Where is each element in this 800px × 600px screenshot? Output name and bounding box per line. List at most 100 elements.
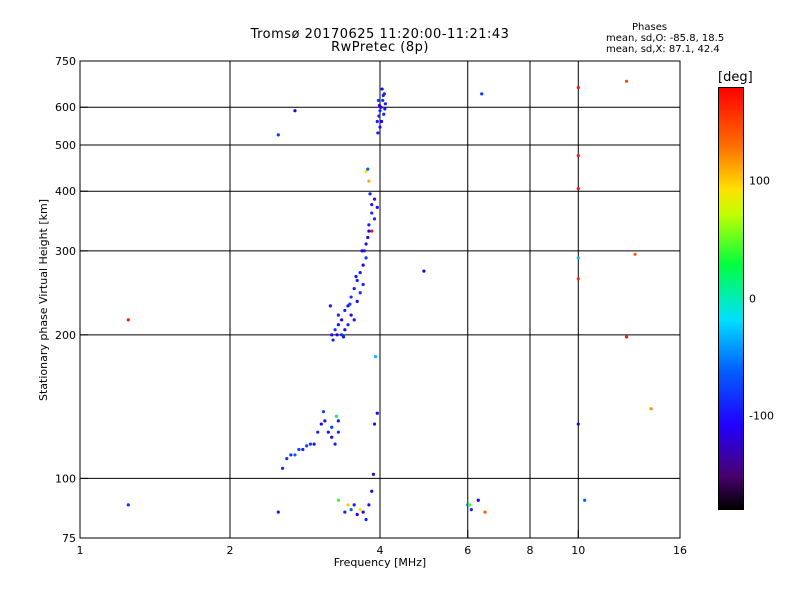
echo-point-3: [280, 466, 285, 470]
echo-point-41: [364, 169, 368, 174]
echo-point-112: [583, 498, 587, 502]
x-tick-label-4: 4: [377, 544, 384, 557]
echo-point-11: [305, 444, 309, 448]
echo-point-108: [576, 187, 580, 191]
echo-point-79: [354, 274, 358, 279]
echo-point-34: [367, 503, 371, 507]
echo-point-68: [366, 235, 370, 240]
x-tick-label-1: 1: [77, 544, 84, 557]
x-tick-label-16: 16: [673, 544, 687, 557]
echo-point-107: [576, 154, 580, 158]
echo-point-6: [285, 457, 289, 461]
echo-point-8: [293, 453, 297, 457]
echo-point-85: [378, 109, 382, 113]
echo-point-49: [340, 318, 344, 322]
y-tick-label-300: 300: [55, 245, 76, 258]
echo-point-23: [336, 430, 340, 434]
echo-point-58: [352, 318, 356, 322]
echo-point-113: [624, 79, 629, 83]
echo-point-104: [480, 92, 484, 96]
echo-point-32: [361, 510, 365, 514]
echo-point-37: [372, 422, 377, 426]
y-tick-label-500: 500: [55, 139, 76, 152]
echo-point-51: [343, 308, 347, 313]
echo-point-84: [377, 114, 381, 118]
echo-point-105: [467, 503, 472, 507]
echo-point-96: [383, 107, 387, 111]
phases-line-o: mean, sd,O: -85.8, 18.5: [606, 33, 725, 44]
echo-point-87: [381, 98, 385, 103]
echo-point-99: [422, 269, 426, 273]
echo-point-101: [469, 508, 473, 512]
echo-point-106: [576, 85, 580, 90]
echo-point-31: [358, 508, 362, 512]
y-tick-label-75: 75: [62, 532, 76, 545]
chart-title: Tromsø 20170625 11:20:00-11:21:43: [250, 27, 510, 42]
echo-point-15: [319, 422, 323, 426]
echo-point-55: [349, 295, 353, 299]
echo-point-103: [483, 510, 487, 514]
echo-point-27: [346, 503, 350, 507]
echo-point-65: [362, 249, 366, 253]
echo-points: [126, 79, 653, 522]
echo-point-36: [371, 472, 376, 476]
phases-line-x: mean, sd,X: 87.1, 42.4: [606, 44, 720, 55]
y-tick-label-400: 400: [55, 185, 76, 198]
echo-point-92: [382, 112, 386, 116]
echo-point-109: [576, 256, 580, 260]
echo-point-97: [380, 87, 384, 91]
echo-point-12: [308, 442, 313, 446]
echo-point-28: [349, 508, 353, 512]
echo-point-66: [364, 242, 368, 246]
echo-point-35: [370, 489, 374, 493]
echo-point-53: [346, 323, 350, 327]
echo-point-40: [370, 229, 374, 233]
echo-point-89: [383, 102, 387, 106]
echo-point-69: [367, 223, 371, 227]
echo-point-63: [361, 263, 365, 267]
echo-point-42: [367, 179, 371, 183]
echo-point-80: [360, 249, 364, 253]
echo-point-71: [370, 211, 374, 215]
echo-point-60: [355, 299, 359, 304]
echo-point-62: [358, 291, 362, 295]
echo-point-64: [361, 282, 365, 287]
echo-point-56: [349, 313, 353, 317]
echo-point-0: [126, 503, 130, 507]
echo-point-21: [333, 442, 337, 446]
echo-point-77: [341, 335, 346, 339]
echo-point-94: [381, 93, 385, 98]
colorbar-unit: [deg]: [718, 70, 753, 85]
echo-point-10: [301, 447, 305, 452]
echo-point-24: [336, 419, 340, 423]
echo-point-111: [576, 422, 580, 426]
y-tick-label-750: 750: [55, 55, 76, 68]
echo-point-57: [352, 286, 356, 291]
echo-point-76: [335, 333, 339, 337]
echo-point-59: [355, 278, 359, 283]
echo-point-95: [377, 103, 382, 108]
y-tick-label-600: 600: [55, 101, 76, 114]
echo-point-43: [366, 167, 370, 171]
echo-point-46: [333, 328, 337, 332]
echo-point-13: [312, 442, 316, 446]
echo-point-115: [633, 252, 637, 256]
grid-lines: [80, 61, 680, 538]
colorbar-tick-0: 0: [749, 292, 756, 305]
echo-point-91: [380, 119, 384, 124]
echo-point-102: [476, 498, 480, 502]
echo-point-29: [352, 503, 356, 507]
echo-point-67: [364, 256, 368, 260]
axis-tick-labels: 1 2 4 6 8 10 16 75 100 200 300 400 500 600 750: [55, 55, 687, 557]
x-tick-label-8: 8: [527, 544, 534, 557]
echo-point-2: [276, 510, 280, 514]
echo-point-20: [330, 435, 334, 439]
echo-point-48: [336, 313, 340, 317]
echo-point-17: [323, 419, 327, 423]
echo-point-90: [376, 98, 380, 103]
echo-point-83: [375, 119, 379, 124]
echo-point-26: [343, 510, 347, 514]
echo-point-73: [372, 197, 377, 201]
y-tick-label-100: 100: [55, 472, 76, 485]
echo-point-75: [328, 304, 332, 308]
